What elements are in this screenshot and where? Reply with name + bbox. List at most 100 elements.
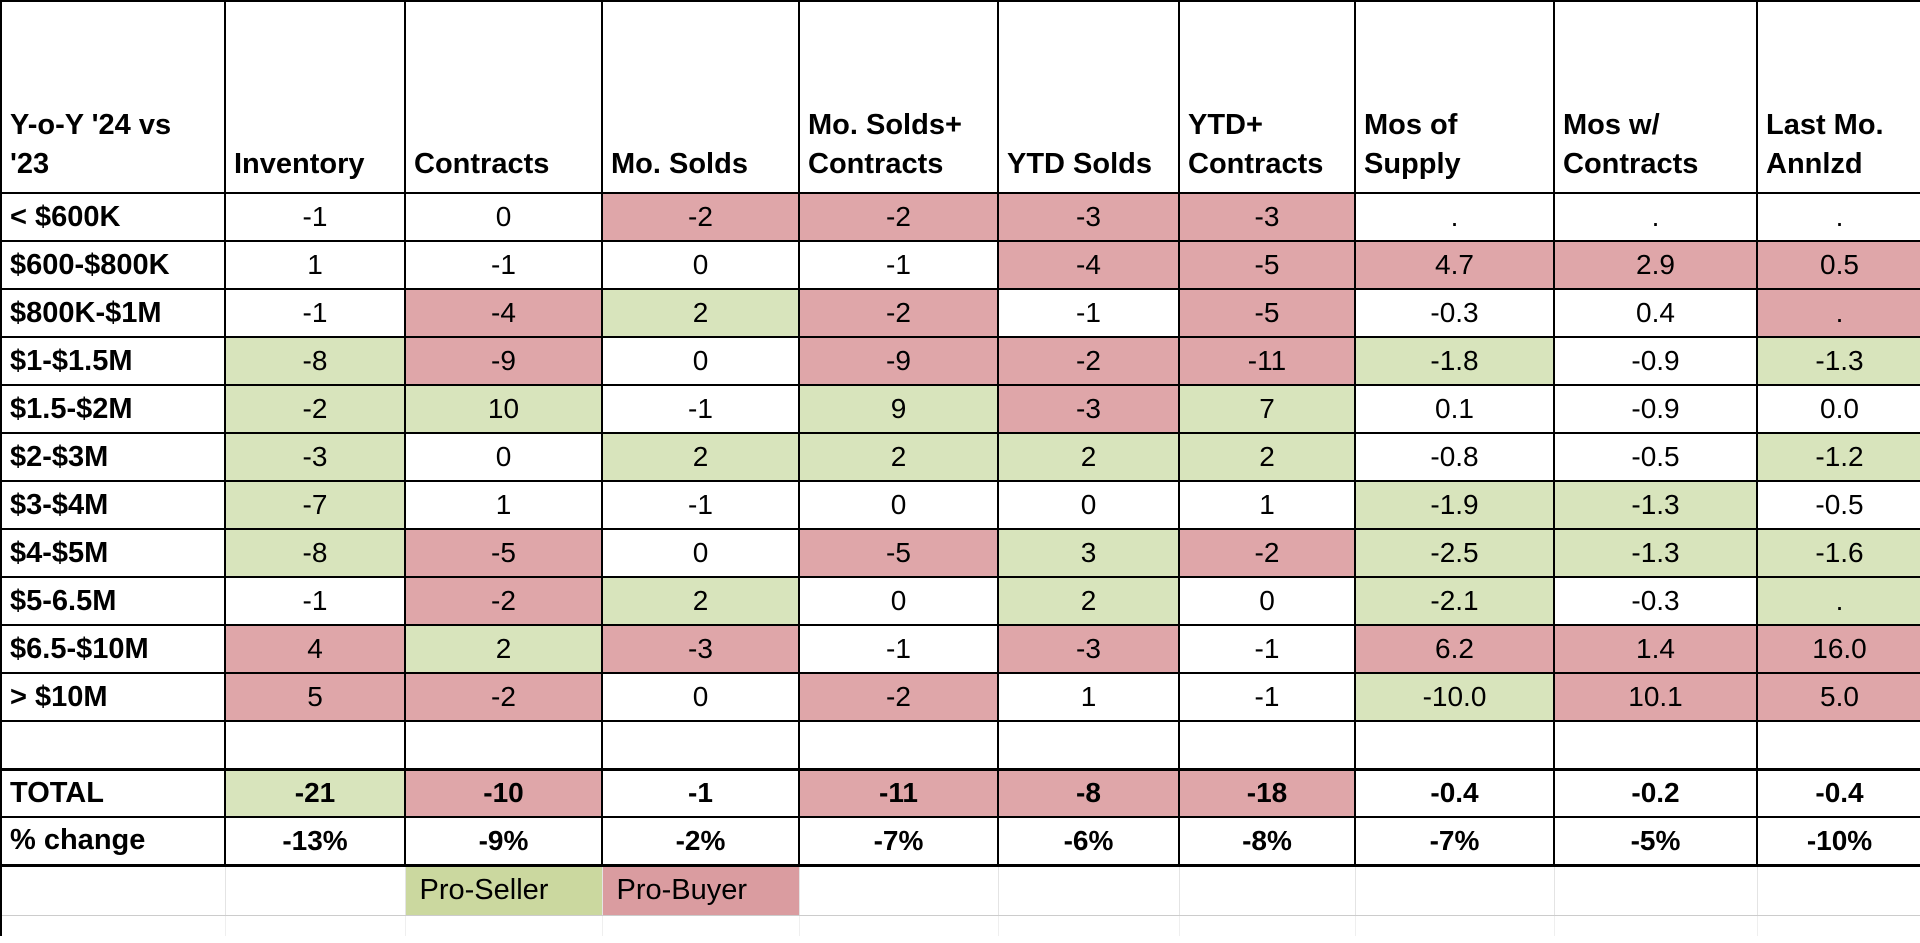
cell: -1 [798,624,999,674]
footer-cell [602,915,800,936]
cell: 0 [997,480,1180,530]
cell: -5 [798,528,999,578]
legend-pro-buyer: Pro-Buyer [602,865,800,916]
cell: -2 [798,192,999,242]
empty-cell [1756,720,1920,770]
legend-empty-cell [225,865,406,916]
cell: . [1756,288,1920,338]
cell: 5 [224,672,406,722]
row-label: TOTAL [0,767,226,818]
cell: -8% [1178,816,1356,867]
table-row: > $10M 5 -2 0 -2 1 -1 -10.0 10.1 5.0 [0,672,1920,722]
row-label: % change [0,816,226,867]
cell: 4.7 [1354,240,1555,290]
cell: -2 [404,672,603,722]
empty-cell [1178,720,1356,770]
empty-cell [1354,720,1555,770]
total-row: TOTAL -21 -10 -1 -11 -8 -18 -0.4 -0.2 -0.4 [0,767,1920,818]
cell: -5% [1553,816,1758,867]
cell: 1 [224,240,406,290]
table-title: Y-o-Y '24 vs '23 [0,0,226,194]
cell: -1 [224,192,406,242]
cell: -1 [997,288,1180,338]
cell: -2% [601,816,800,867]
cell: -1.8 [1354,336,1555,386]
cell: -2.5 [1354,528,1555,578]
cell: -2 [601,192,800,242]
cell: -4 [997,240,1180,290]
cell: -0.4 [1354,767,1555,818]
footer-cell [225,915,406,936]
empty-cell [1553,720,1758,770]
cell: -2 [404,576,603,626]
cell: -1 [1178,672,1356,722]
table-row: $1.5-$2M -2 10 -1 9 -3 7 0.1 -0.9 0.0 [0,384,1920,434]
legend-row: Pro-Seller Pro-Buyer [0,865,1920,916]
row-label: $2-$3M [0,432,226,482]
col-header-mos-of-supply: Mos of Supply [1354,0,1555,194]
cell: -0.3 [1354,288,1555,338]
cell: -11 [1178,336,1356,386]
cell: -1 [601,767,800,818]
legend-pro-seller: Pro-Seller [405,865,603,916]
cell: -3 [997,192,1180,242]
empty-cell [997,720,1180,770]
row-label: < $600K [0,192,226,242]
cell: -1 [601,384,800,434]
cell: 0.5 [1756,240,1920,290]
footer-cell [998,915,1180,936]
cell: -18 [1178,767,1356,818]
cell: -1 [1178,624,1356,674]
row-label: $800K-$1M [0,288,226,338]
cell: . [1756,192,1920,242]
table-row: $1-$1.5M -8 -9 0 -9 -2 -11 -1.8 -0.9 -1.3 [0,336,1920,386]
cell: -1 [224,576,406,626]
cell: -5 [404,528,603,578]
cell: 2.9 [1553,240,1758,290]
cell: -0.8 [1354,432,1555,482]
col-header-ytd-contracts: YTD+ Contracts [1178,0,1356,194]
cell: 2 [997,576,1180,626]
cell: -3 [997,624,1180,674]
table-row: $6.5-$10M 4 2 -3 -1 -3 -1 6.2 1.4 16.0 [0,624,1920,674]
cell: 0.0 [1756,384,1920,434]
table-row: < $600K -1 0 -2 -2 -3 -3... [0,192,1920,242]
footer-cell [1554,915,1758,936]
cell: 0 [601,240,800,290]
row-label: $600-$800K [0,240,226,290]
cell: 2 [404,624,603,674]
footer-cell [1355,915,1555,936]
cell: -11 [798,767,999,818]
cell: 0 [798,576,999,626]
cell: -3 [1178,192,1356,242]
cell: -7 [224,480,406,530]
cell: -2 [798,288,999,338]
cell: 3 [997,528,1180,578]
cell: -10% [1756,816,1920,867]
cell: -0.2 [1553,767,1758,818]
cell: 0.4 [1553,288,1758,338]
row-label: $4-$5M [0,528,226,578]
cell: 5.0 [1756,672,1920,722]
cell: -1.6 [1756,528,1920,578]
col-header-last-mo-annlzd: Last Mo. Annlzd [1756,0,1920,194]
cell: -5 [1178,240,1356,290]
cell: . [1553,192,1758,242]
col-header-mo-solds: Mo. Solds [601,0,800,194]
col-header-mo-solds-contracts: Mo. Solds+ Contracts [798,0,999,194]
cell: -10 [404,767,603,818]
cell: -13% [224,816,406,867]
empty-cell [0,720,226,770]
cell: -0.4 [1756,767,1920,818]
row-label: $1.5-$2M [0,384,226,434]
spacer-row [0,720,1920,770]
cell: 0 [404,192,603,242]
cell: 1 [1178,480,1356,530]
footer-cell [799,915,999,936]
cell: -3 [997,384,1180,434]
table-row: $4-$5M -8 -5 0 -5 3 -2 -2.5 -1.3 -1.6 [0,528,1920,578]
legend-empty-cell [1757,865,1920,916]
col-header-ytd-solds: YTD Solds [997,0,1180,194]
cell: -0.5 [1553,432,1758,482]
